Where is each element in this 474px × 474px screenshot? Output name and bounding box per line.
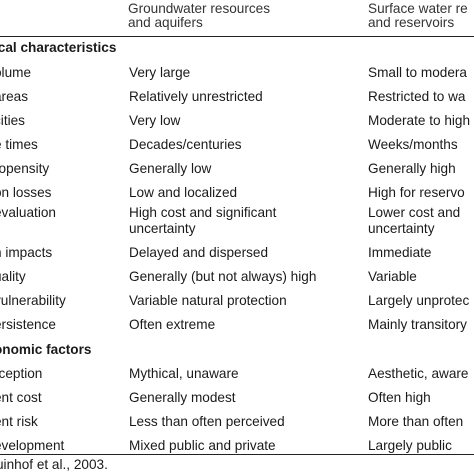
groundwater-cell: Less than often perceived (129, 414, 285, 429)
row-label: evaluation (0, 205, 56, 220)
surface-cell: Lower cost and (368, 205, 461, 220)
groundwater-cell: Often extreme (129, 317, 216, 332)
surface-water-column-header: Surface water re and reservoirs (368, 2, 468, 30)
groundwater-cell: Decades/centuries (129, 137, 242, 152)
surface-cell: More than often (368, 414, 464, 429)
surface-cell: Small to modera (368, 65, 467, 80)
table-bottom-rule (0, 454, 474, 455)
row-label: evelopment (0, 438, 65, 453)
groundwater-column-header: Groundwater resources and aquifers (128, 2, 270, 30)
row-label: ent risk (0, 414, 38, 429)
row-label: uality (0, 269, 26, 284)
surface-cell: Largely unprotec (368, 293, 470, 308)
groundwater-cell: Relatively unrestricted (129, 89, 263, 104)
row-label: olume (0, 65, 32, 80)
surface-cell: uncertainty (368, 221, 435, 236)
groundwater-cell: Generally (but not always) high (129, 269, 317, 284)
groundwater-header-line-1: Groundwater resources (128, 1, 271, 16)
groundwater-cell: High cost and significant (129, 205, 277, 220)
groundwater-cell: Generally modest (129, 390, 236, 405)
groundwater-cell: uncertainty (129, 221, 196, 236)
table-header: Groundwater resources and aquifers Surfa… (0, 0, 474, 36)
surface-cell: Immediate (368, 245, 432, 260)
section-title: onomic factors (0, 342, 92, 357)
surface-cell: Weeks/months (368, 137, 458, 152)
row-label: cities (0, 113, 25, 128)
groundwater-cell: Very large (129, 65, 191, 80)
section-title: ical characteristics (0, 40, 117, 55)
surface-cell: Generally high (368, 161, 456, 176)
groundwater-header-line-2: and aquifers (128, 15, 203, 30)
groundwater-cell: Generally low (129, 161, 212, 176)
surface-cell: Often high (368, 390, 431, 405)
surface-cell: Restricted to wa (368, 89, 466, 104)
surface-cell: Mainly transitory (368, 317, 467, 332)
surface-cell: High for reservo (368, 185, 465, 200)
row-label: n impacts (0, 245, 53, 260)
surface-cell: Moderate to high (368, 113, 471, 128)
groundwater-cell: Variable natural protection (129, 293, 287, 308)
row-label: ent cost (0, 390, 42, 405)
groundwater-cell: Delayed and dispersed (129, 245, 269, 260)
surface-cell: Variable (368, 269, 417, 284)
header-rule (0, 36, 474, 37)
row-label: rception (0, 366, 43, 381)
row-label: vulnerability (0, 293, 66, 308)
groundwater-cell: Low and localized (129, 185, 238, 200)
row-label: ersistence (0, 317, 56, 332)
source-footnote: uinhof et al., 2003. (0, 457, 108, 472)
row-label: ropensity (0, 161, 50, 176)
groundwater-cell: Very low (129, 113, 181, 128)
groundwater-cell: Mythical, unaware (129, 366, 239, 381)
surface-cell: Largely public (368, 438, 452, 453)
surface-header-line-1: Surface water re (368, 1, 468, 16)
row-label: e times (0, 137, 38, 152)
surface-header-line-2: and reservoirs (368, 15, 455, 30)
surface-cell: Aesthetic, aware (368, 366, 469, 381)
row-label: on losses (0, 185, 52, 200)
groundwater-cell: Mixed public and private (129, 438, 276, 453)
